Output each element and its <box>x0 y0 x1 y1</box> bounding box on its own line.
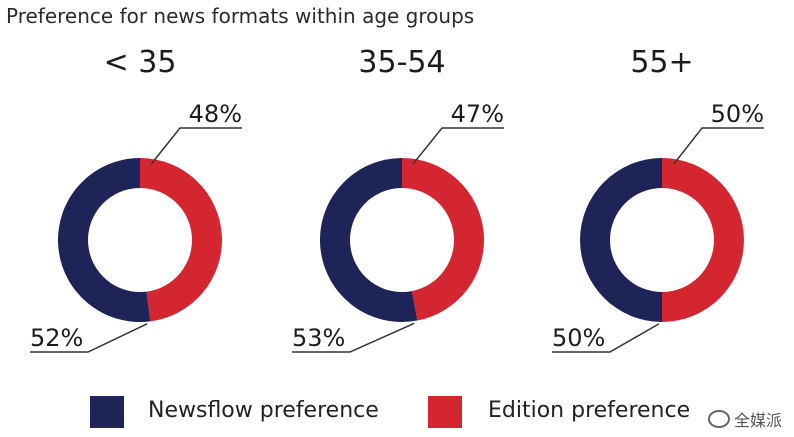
leader-edition <box>150 127 242 165</box>
label-edition: 47% <box>451 100 504 128</box>
group-label: < 35 <box>104 45 177 80</box>
label-newsflow: 50% <box>552 324 605 352</box>
legend-swatch-edition <box>428 396 462 428</box>
label-newsflow: 52% <box>30 324 83 352</box>
legend: Newsflow preference Edition preference <box>90 394 790 434</box>
leader-edition <box>412 127 504 165</box>
slice-newsflow <box>580 158 662 322</box>
slice-edition <box>140 158 222 322</box>
legend-swatch-newsflow <box>90 396 124 428</box>
leader-newsflow <box>292 322 415 353</box>
slice-edition <box>402 158 484 321</box>
legend-label-newsflow: Newsflow preference <box>148 398 379 423</box>
slice-edition <box>662 158 744 322</box>
label-edition: 50% <box>711 100 764 128</box>
wechat-icon <box>707 410 730 428</box>
slice-newsflow <box>57 158 151 322</box>
watermark-text: 全媒派 <box>733 411 782 430</box>
label-edition: 48% <box>189 100 242 128</box>
group-label: 35-54 <box>358 45 445 80</box>
leader-newsflow <box>30 323 148 353</box>
slice-newsflow <box>319 158 418 322</box>
group-label: 55+ <box>630 45 693 80</box>
donut-3: 55+ 50% 50% <box>552 45 764 353</box>
leader-newsflow <box>552 323 660 353</box>
chart-title: Preference for news formats within age g… <box>6 4 475 28</box>
donut-1: < 35 48% 52% <box>30 45 242 353</box>
watermark: 全媒派 <box>707 407 782 431</box>
legend-label-edition: Edition preference <box>488 398 691 423</box>
label-newsflow: 53% <box>292 324 345 352</box>
leader-edition <box>673 127 764 165</box>
